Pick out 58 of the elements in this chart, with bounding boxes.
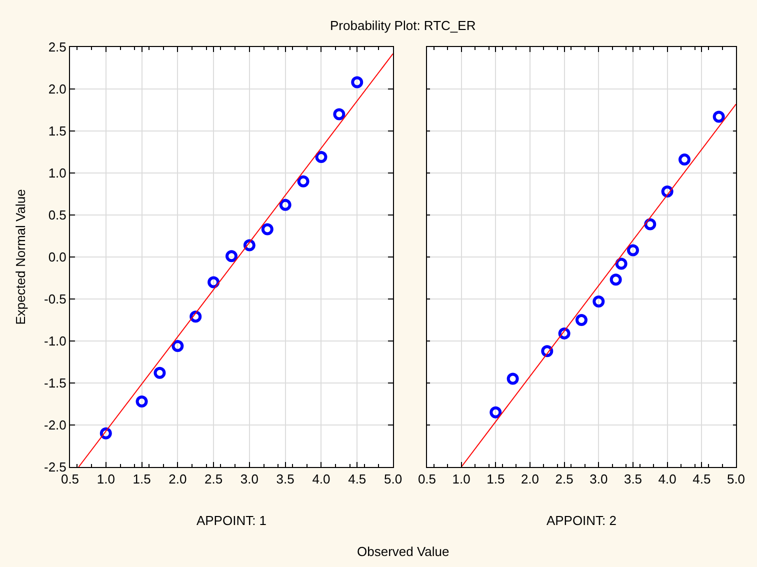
x-tick-label: 1.5 (132, 472, 151, 487)
x-tick-label: 2.0 (168, 472, 187, 487)
x-tick-label: 2.5 (555, 472, 574, 487)
point (712, 110, 725, 123)
point (279, 198, 292, 211)
x-tick-label: 3.0 (240, 472, 258, 487)
x-tick-label: 4.5 (692, 472, 711, 487)
x-tick-label: 0.5 (418, 472, 436, 487)
y-tick-label: 2.0 (48, 82, 66, 97)
point (627, 244, 639, 256)
point (243, 239, 256, 252)
x-tick-label: 1.5 (486, 472, 505, 487)
x-tick-label: 4.0 (312, 472, 330, 487)
y-tick-label: -1.5 (44, 376, 66, 391)
point (100, 427, 112, 440)
point (172, 340, 184, 352)
y-tick-label: -0.5 (44, 292, 66, 307)
point (678, 154, 690, 166)
point (610, 274, 622, 286)
chart-title: Probability Plot: RTC_ER (330, 18, 476, 33)
point (297, 175, 310, 188)
point (592, 296, 605, 308)
y-tick-label: 0.0 (48, 250, 66, 265)
x-tick-label: 2.0 (520, 472, 540, 487)
y-tick-label: 0.5 (48, 208, 66, 223)
x-axis-title: APPOINT: 2 (546, 513, 617, 528)
x-tick-label: 3.0 (590, 472, 608, 487)
point (351, 76, 364, 88)
y-tick-label: 1.5 (48, 124, 66, 139)
point (333, 108, 346, 120)
point (558, 327, 570, 340)
point (136, 395, 148, 408)
point (315, 151, 328, 164)
point (506, 372, 519, 385)
point (575, 314, 588, 326)
y-tick-label: -2.0 (44, 418, 66, 433)
x-tick-label: 1.0 (96, 472, 115, 487)
point (490, 406, 502, 418)
y-tick-label: 2.5 (48, 40, 66, 55)
point (661, 185, 674, 198)
x-tick-label: 5.0 (726, 472, 746, 487)
x-axis-title: APPOINT: 1 (196, 513, 267, 528)
x-tick-label: 3.5 (276, 472, 294, 487)
x-tick-label: 2.5 (204, 472, 223, 487)
x-tick-label: 3.5 (624, 472, 642, 487)
x-tick-label: 5.0 (384, 472, 402, 487)
point (261, 223, 274, 236)
y-axis-title: Expected Normal Value (12, 189, 28, 325)
y-tick-label: 1.0 (48, 166, 66, 181)
y-tick-label: -1.0 (44, 334, 66, 349)
point (226, 250, 238, 262)
text: Observed Value (357, 544, 450, 559)
x-tick-label: 4.0 (658, 472, 676, 487)
point (154, 366, 166, 379)
x-tick-label: 4.5 (348, 472, 366, 487)
point (615, 258, 628, 270)
point (541, 345, 554, 358)
x-tick-label: 1.0 (452, 472, 470, 487)
